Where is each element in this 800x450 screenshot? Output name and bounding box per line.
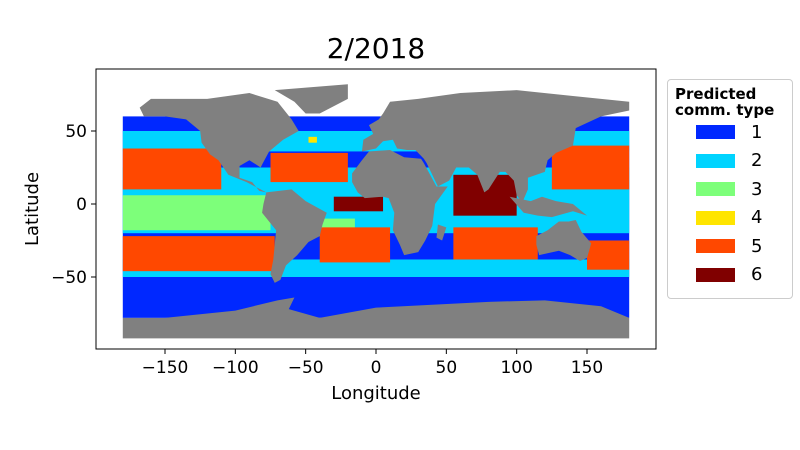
eurasia [361,90,630,203]
type6-gulf-guinea [333,196,384,212]
south-america [262,189,327,283]
chart-title: 2/2018 [326,32,426,65]
antarctica [122,297,630,339]
legend-item: 2 [696,147,792,176]
legend-title: Predicted comm. type [675,85,775,119]
legend-label: 1 [751,121,763,143]
x-tick-label: 50 [436,358,458,378]
type5-spacific-w [587,240,630,270]
greenland [274,84,348,114]
legend-label: 6 [751,264,763,286]
type5-npacific-e [122,148,222,190]
legend-swatch [696,267,735,282]
x-axis-label: Longitude [331,383,421,404]
legend-item: 5 [696,232,792,261]
australia [536,220,592,261]
y-tick-label: −50 [51,268,87,288]
x-tick-label: 100 [500,358,532,378]
legend-item: 3 [696,175,792,204]
legend-item: 4 [696,204,792,233]
legend: Predicted comm. type 1 2 3 4 5 6 [667,79,793,299]
legend-swatch [696,239,735,254]
type4-patch [308,136,317,143]
type5-indian [453,227,538,260]
type3-eq-pacific [122,195,271,231]
y-tick-label: 50 [65,122,87,142]
legend-item: 1 [696,118,792,147]
legend-label: 3 [751,178,763,200]
legend-label: 5 [751,235,763,257]
y-tick-label: 0 [76,195,87,215]
x-tick-label: 0 [371,358,382,378]
type5-satlantic [319,227,391,263]
north-america [139,93,299,193]
legend-item: 6 [696,261,792,290]
indonesia [509,196,588,218]
x-tick-label: −100 [212,358,259,378]
type5-npacific-w [551,145,630,190]
x-tick-label: −50 [288,358,324,378]
legend-label: 4 [751,207,763,229]
africa [352,149,448,256]
legend-swatch [696,182,735,197]
legend-label: 2 [751,150,763,172]
type5-spacific [122,236,275,272]
legend-swatch [696,125,735,140]
type5-natlantic [270,152,348,183]
legend-swatch [696,153,735,168]
x-tick-label: 150 [571,358,603,378]
y-axis-label: Latitude [22,172,43,246]
land [122,84,630,339]
x-tick-label: −150 [142,358,189,378]
legend-swatch [696,210,735,225]
madagascar [436,224,447,241]
